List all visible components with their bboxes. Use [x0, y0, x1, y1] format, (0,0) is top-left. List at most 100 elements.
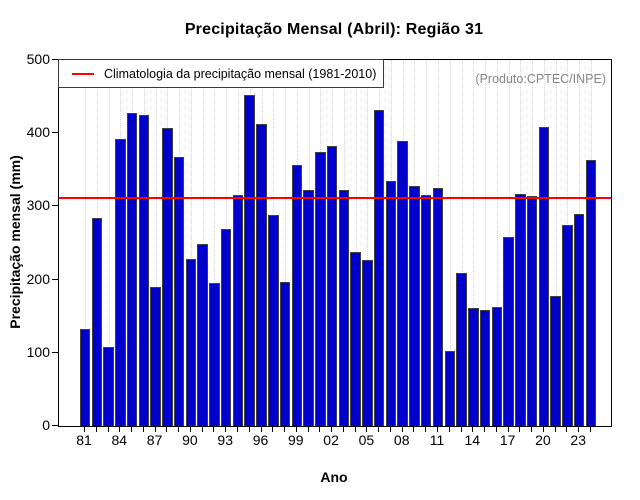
x-tick-1982 [95, 426, 97, 432]
y-tick-400 [52, 132, 58, 134]
bar-1982 [91, 218, 103, 426]
x-tick-2004 [354, 426, 356, 432]
bar-1985 [126, 113, 138, 426]
x-tick-1987 [154, 426, 156, 432]
x-tick-1984 [119, 426, 121, 432]
x-tick-2018 [519, 426, 521, 432]
gridline-2016 [496, 60, 498, 426]
bar-2006 [373, 110, 385, 426]
x-tick-2005 [366, 426, 368, 432]
bar-2019 [526, 196, 538, 426]
bar-2008 [397, 141, 408, 426]
x-tick-1998 [284, 426, 286, 432]
x-tick-2003 [342, 426, 344, 432]
x-tick-1997 [272, 426, 274, 432]
x-tick-label-2005: 05 [358, 432, 375, 448]
plot-area: Climatologia da precipitação mensal (198… [58, 59, 612, 427]
x-tick-2023 [578, 426, 580, 432]
bar-1981 [79, 329, 91, 426]
bar-2014 [468, 308, 479, 426]
x-tick-2022 [566, 426, 568, 432]
chart-title: Precipitação Mensal (Abril): Região 31 [184, 21, 484, 38]
bar-1988 [162, 128, 173, 426]
y-tick-100 [52, 351, 58, 353]
x-tick-label-2020: 20 [535, 432, 551, 448]
x-tick-2012 [448, 426, 450, 432]
bar-1996 [256, 124, 267, 426]
x-tick-2002 [331, 426, 333, 432]
x-tick-2015 [484, 426, 486, 432]
x-tick-label-1993: 93 [217, 432, 233, 448]
gridline-1987 [155, 60, 157, 426]
y-tick-200 [52, 278, 58, 280]
x-tick-1994 [236, 426, 238, 432]
x-tick-2024 [589, 426, 591, 432]
bar-2003 [338, 190, 350, 426]
bar-2005 [362, 260, 373, 426]
gridline-1991 [202, 60, 204, 426]
x-tick-2001 [319, 426, 321, 432]
y-axis-label: Precipitação mensal (mm) [7, 155, 23, 329]
legend: Climatologia da precipitação mensal (198… [58, 59, 384, 88]
bar-2016 [491, 307, 503, 426]
x-tick-label-1981: 81 [76, 432, 92, 448]
bar-1989 [173, 157, 185, 426]
legend-label: Climatologia da precipitação mensal (198… [104, 66, 377, 81]
bar-2011 [432, 188, 444, 426]
gridline-2004 [355, 60, 357, 426]
x-tick-1988 [166, 426, 168, 432]
y-tick-500 [52, 59, 58, 60]
x-tick-label-2002: 02 [323, 432, 339, 448]
x-tick-2019 [531, 426, 533, 432]
x-tick-2016 [495, 426, 497, 432]
x-tick-1992 [213, 426, 215, 432]
x-tick-2000 [307, 426, 309, 432]
y-tick-300 [52, 205, 58, 207]
gridline-1992 [214, 60, 216, 426]
x-tick-1999 [295, 426, 297, 432]
x-tick-label-1999: 99 [288, 432, 304, 448]
x-tick-label-1996: 96 [252, 432, 269, 448]
x-tick-label-2014: 14 [464, 432, 481, 448]
x-tick-label-2017: 17 [499, 432, 516, 448]
bar-2023 [573, 214, 585, 426]
y-tick-label-500: 500 [26, 51, 50, 67]
bar-2021 [550, 296, 561, 426]
gridline-2021 [555, 60, 557, 426]
x-tick-label-2011: 11 [429, 432, 445, 448]
bar-1990 [185, 259, 197, 426]
x-tick-2020 [542, 426, 544, 432]
x-tick-2009 [413, 426, 415, 432]
x-tick-1996 [260, 426, 262, 432]
x-tick-2013 [460, 426, 462, 432]
bar-2024 [585, 160, 597, 426]
x-tick-1981 [84, 426, 85, 432]
bar-1984 [115, 139, 126, 426]
x-tick-1990 [189, 426, 191, 432]
gridline-2005 [367, 60, 369, 426]
bar-2010 [420, 195, 432, 426]
x-tick-2021 [554, 426, 556, 432]
bar-2018 [515, 194, 526, 426]
bar-2017 [503, 237, 514, 426]
x-tick-label-2008: 08 [393, 432, 410, 448]
y-tick-label-100: 100 [26, 343, 50, 360]
x-tick-1991 [201, 426, 203, 432]
bar-1992 [209, 283, 220, 426]
x-tick-2011 [437, 426, 438, 432]
x-tick-1989 [178, 426, 180, 432]
x-tick-1986 [142, 426, 144, 432]
source-note: (Produto:CPTEC/INPE) [475, 72, 606, 86]
bar-2009 [409, 186, 420, 426]
bar-1991 [197, 244, 208, 426]
x-tick-label-1984: 84 [111, 432, 128, 448]
gridline-2013 [461, 60, 463, 426]
x-axis-label: Ano [320, 469, 348, 485]
bar-2015 [479, 310, 491, 426]
x-tick-1993 [225, 426, 227, 432]
y-tick-label-300: 300 [26, 197, 50, 214]
bar-2001 [315, 152, 326, 426]
bar-1997 [268, 215, 279, 426]
gridline-1990 [190, 60, 192, 426]
